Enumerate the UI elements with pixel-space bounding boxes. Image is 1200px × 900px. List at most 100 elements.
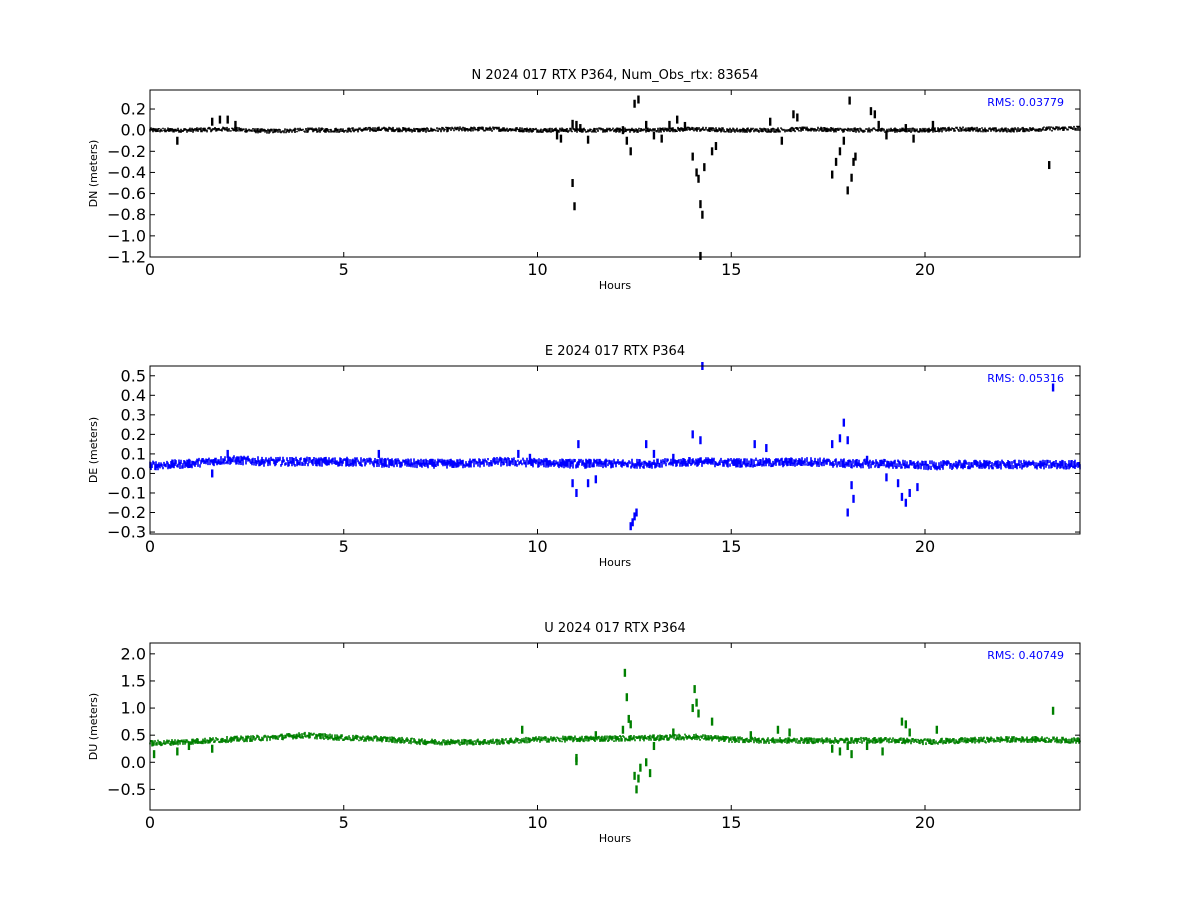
rms-annotation: RMS: 0.40749: [987, 649, 1064, 662]
data-point: [691, 430, 694, 439]
x-tick-label: 0: [145, 537, 155, 556]
data-point: [904, 498, 908, 507]
data-point: [697, 174, 700, 183]
data-point: [885, 473, 888, 482]
data-point: [637, 95, 640, 104]
data-point: [691, 152, 694, 161]
data-point: [234, 120, 237, 129]
y-tick-label: 0.5: [121, 366, 146, 385]
y-tick-label: −1.2: [107, 248, 146, 267]
data-point: [672, 453, 675, 462]
data-point: [831, 744, 834, 753]
data-point: [211, 744, 214, 753]
data-point: [854, 152, 857, 161]
y-tick-label: −0.6: [107, 184, 146, 203]
data-point: [693, 685, 696, 694]
data-point: [629, 720, 632, 729]
x-tick-label: 5: [339, 813, 349, 832]
data-point: [176, 136, 179, 145]
data-point: [652, 449, 656, 458]
y-tick-label: 0.5: [121, 726, 146, 745]
subplot-3: 0 5 10 15 20 2.0 1.5 1.0 0.5 0.0 −0.5 U 2024 017 RT…: [87, 621, 1081, 845]
data-point: [577, 440, 580, 449]
data-point: [648, 769, 652, 778]
x-axis-label: Hours: [599, 279, 631, 292]
data-point: [575, 753, 578, 762]
chart-title: E 2024 017 RTX P364: [545, 344, 685, 359]
data-point: [935, 725, 939, 734]
subplot-1: 0 5 10 15 20 0.2 0.0 −0.2 −0.4 −0.6 −0.8 −1.0 −1.2 N …: [87, 68, 1081, 292]
data-point: [865, 455, 869, 464]
subplot-2: 0 5 10 15 20 0.50.40.30.20.10.0−0.1−0.2−0.3 E …: [87, 344, 1081, 569]
x-tick-label: 5: [339, 537, 349, 556]
y-tick-label: 1.0: [121, 699, 146, 718]
x-tick-label: 0: [145, 260, 155, 279]
data-point: [586, 135, 590, 144]
data-point: [639, 763, 642, 772]
data-band: [149, 455, 1081, 471]
x-axis-label: Hours: [599, 832, 631, 845]
data-point: [623, 668, 627, 677]
data-point: [848, 96, 851, 105]
data-point: [753, 440, 756, 449]
data-point: [885, 131, 888, 140]
x-tick-label: 15: [721, 537, 741, 556]
data-point: [575, 120, 578, 129]
data-point: [912, 134, 915, 143]
data-series-3: [149, 668, 1081, 794]
data-point: [211, 469, 214, 478]
data-point: [765, 444, 768, 453]
data-point: [852, 494, 855, 503]
data-point: [629, 147, 632, 156]
y-tick-label: −0.1: [107, 483, 146, 502]
data-point: [517, 449, 520, 458]
y-tick-label: 0.2: [121, 100, 146, 119]
data-point: [683, 121, 687, 130]
plot-frame: [149, 642, 1081, 811]
y-tick-label: 0.0: [121, 121, 146, 140]
data-point: [633, 771, 636, 780]
data-point: [838, 747, 842, 756]
x-tick-label: 10: [527, 260, 547, 279]
data-point: [710, 147, 714, 156]
data-point: [645, 440, 648, 449]
data-point: [571, 179, 574, 188]
data-point: [908, 728, 911, 737]
data-point: [625, 693, 629, 702]
data-series-1: [149, 95, 1081, 260]
data-point: [633, 512, 636, 521]
data-point: [846, 742, 849, 751]
data-point: [776, 725, 780, 734]
data-point: [769, 117, 772, 126]
rms-annotation: RMS: 0.05316: [987, 372, 1064, 385]
data-point: [695, 168, 698, 177]
data-point: [695, 698, 698, 707]
y-tick-label: −0.2: [107, 503, 146, 522]
x-tick-label: 0: [145, 813, 155, 832]
y-axis-label: DN (meters): [87, 140, 100, 208]
data-point: [796, 113, 799, 122]
data-point: [559, 134, 563, 143]
data-point: [896, 479, 900, 488]
data-point: [850, 750, 853, 759]
data-point: [226, 115, 229, 124]
data-point: [865, 742, 869, 751]
x-tick-label: 10: [527, 537, 547, 556]
data-point: [749, 731, 753, 740]
data-point: [850, 173, 853, 182]
data-point: [637, 774, 640, 783]
data-point: [528, 453, 532, 462]
data-point: [575, 488, 578, 497]
data-point: [846, 508, 849, 517]
x-tick-label: 20: [915, 813, 935, 832]
x-tick-label: 5: [339, 260, 349, 279]
y-tick-label: 0.4: [121, 386, 146, 405]
data-point: [869, 107, 873, 116]
data-point: [1051, 383, 1055, 392]
data-point: [846, 186, 849, 195]
data-point: [881, 747, 884, 756]
data-point: [792, 110, 795, 119]
data-point: [838, 434, 842, 443]
y-tick-label: 2.0: [121, 644, 146, 663]
